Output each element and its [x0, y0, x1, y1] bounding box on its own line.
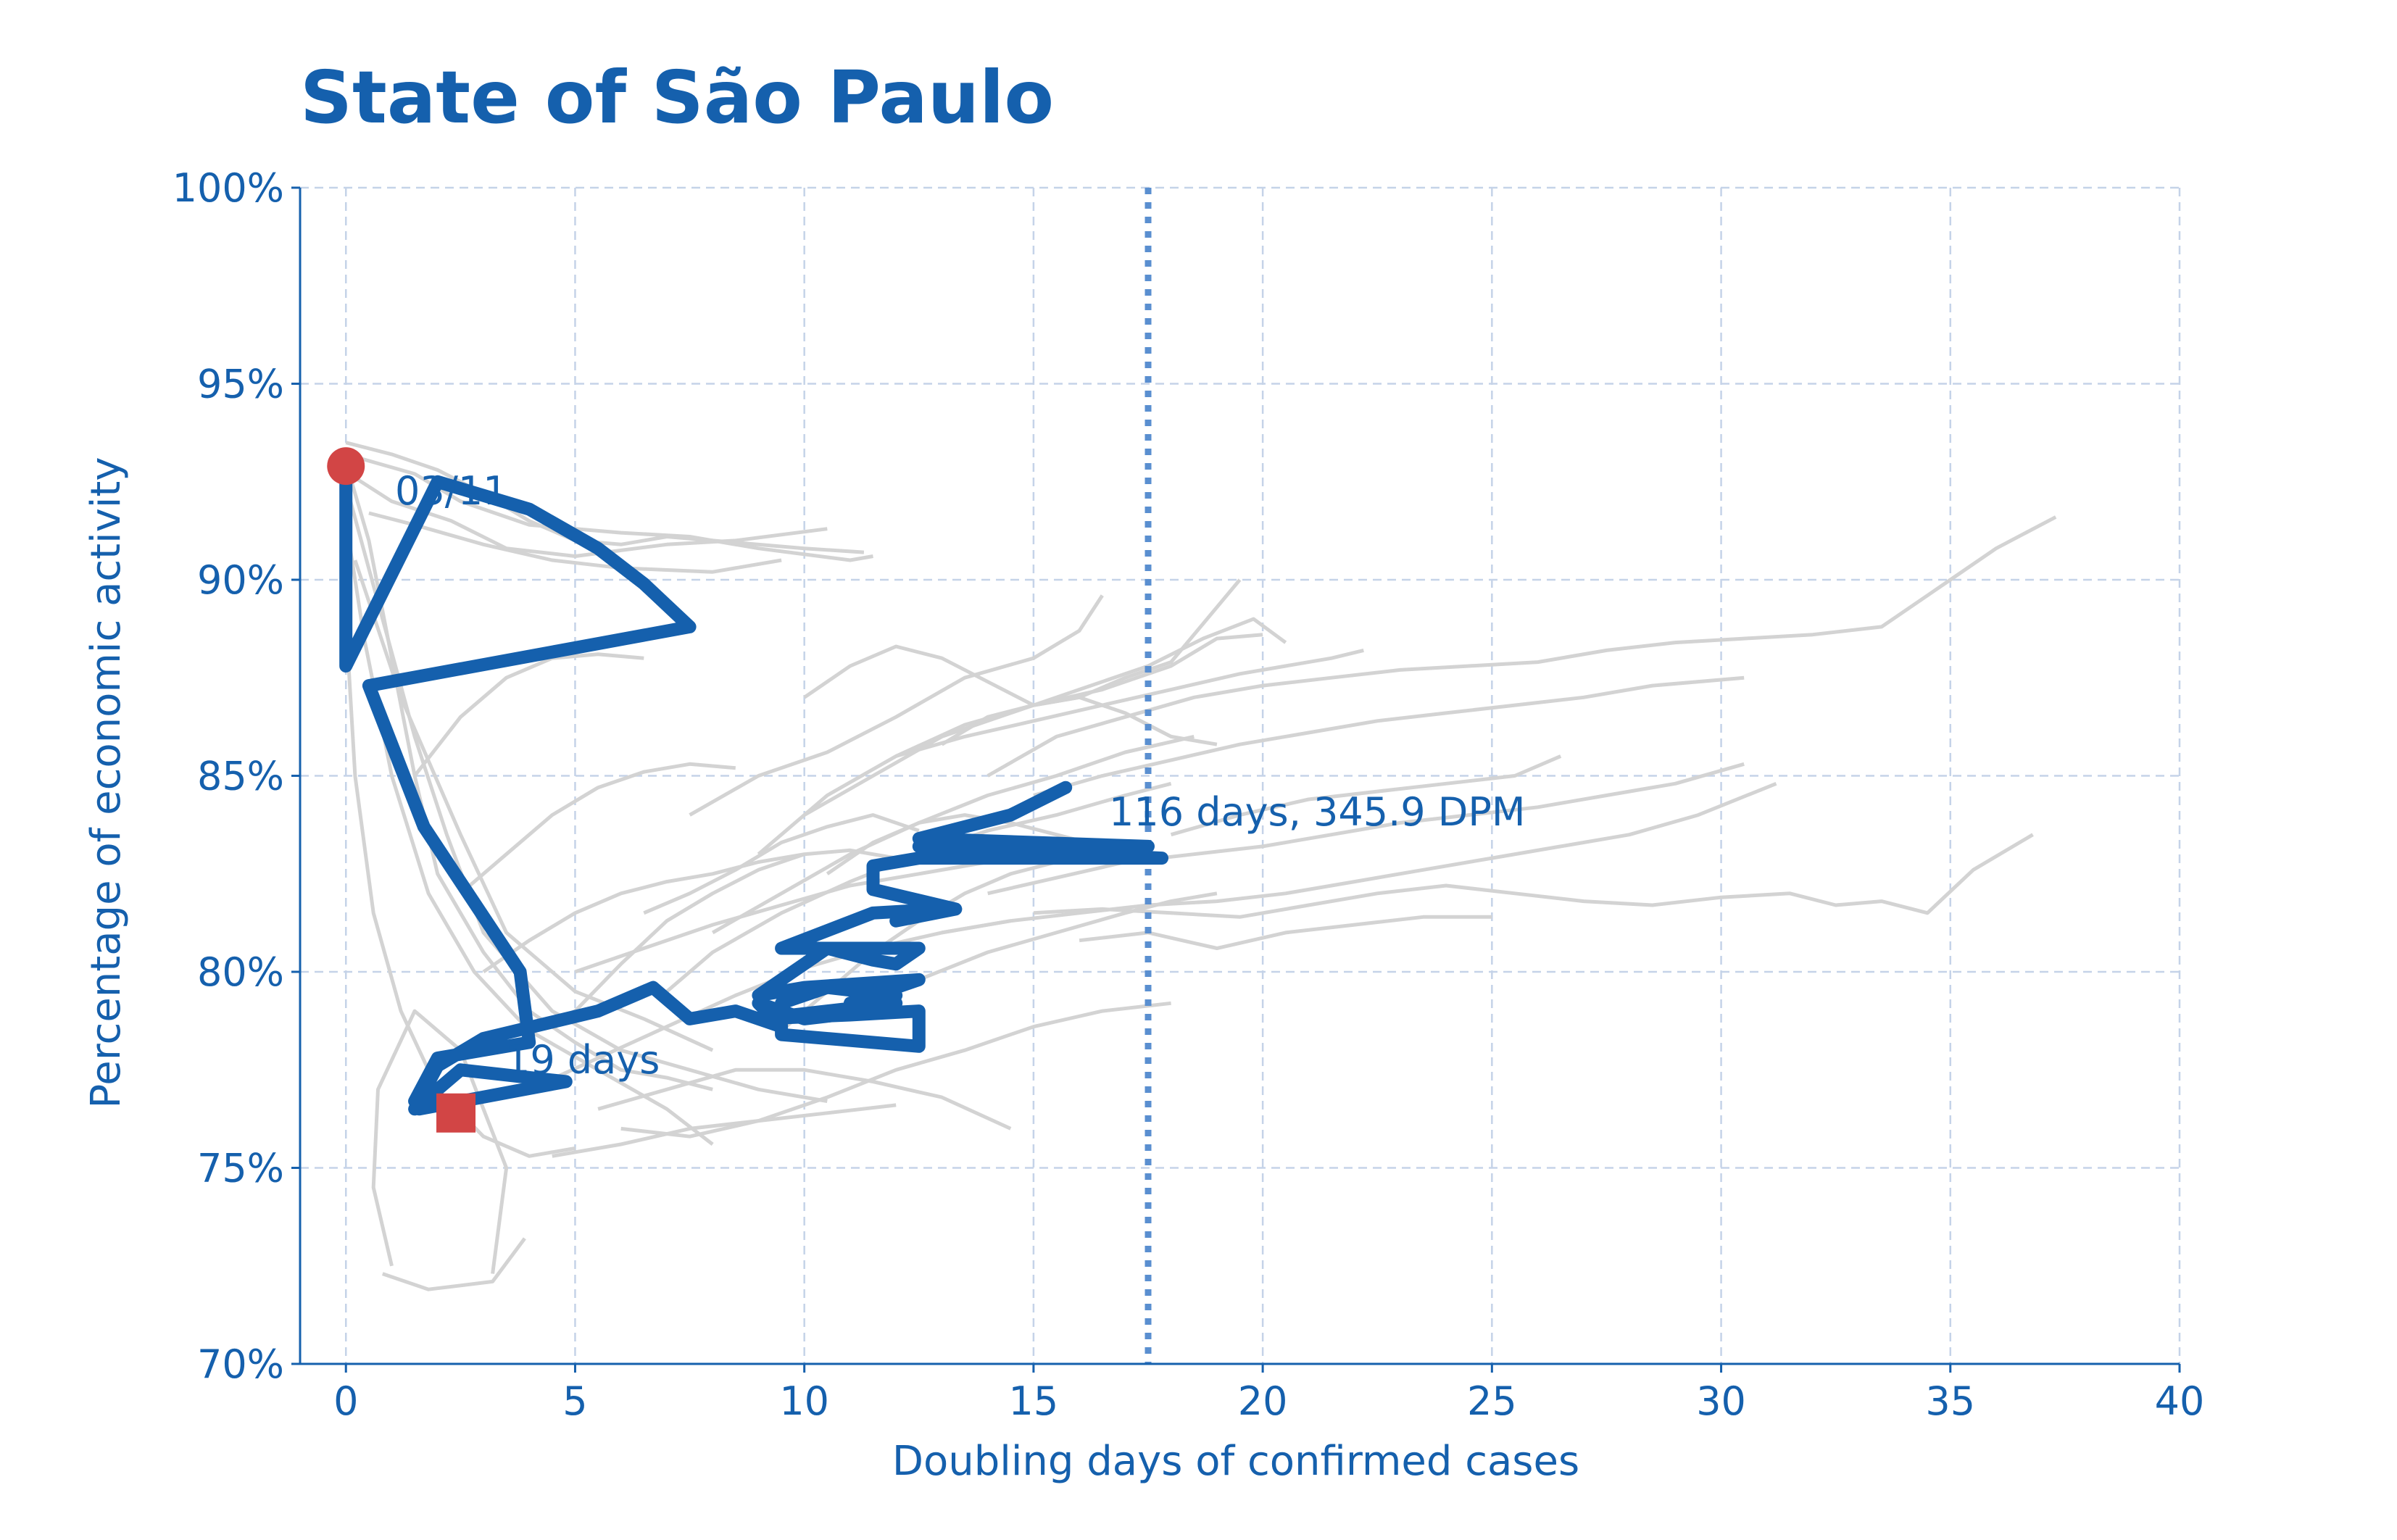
y-tick-label-3: 85%	[197, 754, 284, 799]
y-tick-label-2: 80%	[197, 949, 284, 995]
background-series-line-35	[643, 813, 920, 915]
background-series-line-34	[941, 695, 1218, 746]
background-series-line-25	[986, 515, 2057, 778]
background-series-line-23	[620, 1001, 1171, 1139]
x-tick-label-6: 30	[1696, 1378, 1746, 1424]
background-series-line-37	[459, 762, 736, 895]
background-series-line-36	[482, 852, 805, 974]
x-tick-label-3: 15	[1009, 1378, 1059, 1424]
y-tick-label-0: 70%	[197, 1341, 284, 1387]
x-axis-label: Doubling days of confirmed cases	[892, 1438, 1579, 1485]
background-series-line-14	[665, 781, 1172, 993]
x-tick-label-4: 20	[1238, 1378, 1288, 1424]
background-series-line-2	[354, 476, 828, 558]
grid	[300, 186, 2181, 1365]
background-series-line-22	[597, 1067, 1012, 1131]
x-tick-label-8: 40	[2155, 1378, 2205, 1424]
background-series-line-29	[1033, 833, 2034, 919]
x-tick-label-0: 0	[333, 1378, 358, 1424]
start-point-marker	[327, 447, 365, 486]
end-days-label: 19 days	[505, 1037, 660, 1083]
y-tick-label-4: 90%	[197, 557, 284, 603]
ticks: 0 5 10 15 20 25 30 35 40 70% 75% 80% 85% 90% 95% 100%	[173, 165, 2205, 1424]
background-series-group	[344, 441, 2057, 1291]
start-date-label: 03/11	[395, 468, 508, 514]
end-point-marker	[436, 1093, 476, 1133]
chart-title: State of São Paulo	[300, 55, 1054, 140]
y-tick-label-5: 95%	[197, 362, 284, 407]
y-tick-label-1: 75%	[197, 1146, 284, 1191]
current-status-label: 116 days, 345.9 DPM	[1109, 789, 1526, 835]
background-series-line-20	[803, 578, 1242, 707]
y-tick-label-6: 100%	[173, 165, 284, 211]
background-series-line-31	[1170, 754, 1562, 837]
background-series-line-8	[344, 618, 576, 1158]
x-tick-label-1: 5	[562, 1378, 587, 1424]
background-series-line-18	[689, 594, 1104, 817]
background-series-line-27	[987, 762, 1745, 896]
background-series-line-9	[371, 1009, 509, 1274]
background-series-line-28	[941, 781, 1777, 935]
background-series-line-19	[895, 648, 1364, 758]
background-series-line-17	[803, 617, 1287, 817]
background-series-line-7	[353, 559, 714, 1052]
main-series-group	[327, 447, 1168, 1133]
background-series-line-26	[1033, 675, 1745, 797]
background-series-line-10	[381, 1237, 526, 1291]
main-series-line	[339, 459, 1168, 1116]
x-tick-label-2: 10	[779, 1378, 829, 1424]
background-series-line-11	[528, 848, 897, 1033]
background-series-line-38	[413, 652, 644, 778]
x-tick-label-5: 25	[1467, 1378, 1517, 1424]
background-series-line-30	[1079, 915, 1492, 950]
background-series-line-15	[711, 734, 1195, 935]
x-tick-label-7: 35	[1925, 1378, 1975, 1424]
y-axis-label: Percentage of economic activity	[83, 457, 130, 1109]
background-series-line-24	[552, 1103, 897, 1158]
